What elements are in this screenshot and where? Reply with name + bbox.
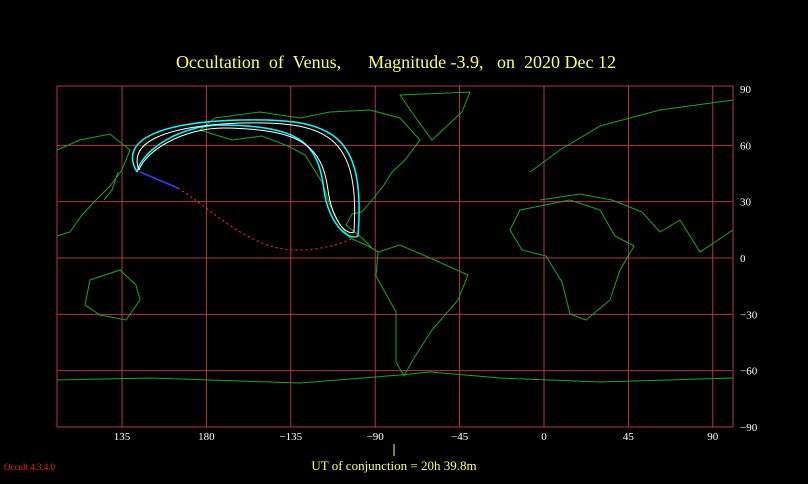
latitude-label: 30 [740, 197, 752, 209]
version-label: Occult 4.3.4.0 [4, 462, 55, 472]
conjunction-time: UT of conjunction = 20h 39.8m [311, 458, 476, 473]
latitude-label: −30 [740, 309, 758, 321]
japan [103, 171, 119, 201]
south-america [375, 244, 469, 378]
eurasia-east [529, 99, 734, 253]
limit-curve [131, 119, 360, 238]
australia [84, 269, 141, 321]
map-frame [56, 85, 734, 428]
latitude-label: 0 [740, 253, 746, 265]
longitude-label: −45 [451, 431, 469, 443]
below-horizon-track [177, 187, 361, 251]
center-curve [136, 122, 356, 234]
latitude-label: 90 [740, 84, 752, 96]
greenland [399, 91, 471, 141]
longitude-label: −135 [279, 431, 302, 443]
coastlines [56, 91, 734, 384]
graticule [57, 86, 733, 427]
occultation-track [131, 119, 361, 251]
longitude-label: 0 [541, 431, 547, 443]
axis-labels: 135 180 −135 −90 −45 0 45 90 90 60 30 0 −30 −60 −90 [114, 84, 758, 443]
latitude-label: 60 [740, 140, 752, 152]
longitude-label: 180 [198, 431, 215, 443]
eurasia-west [56, 133, 131, 237]
antarctica [56, 371, 734, 384]
latitude-label: −90 [740, 422, 758, 434]
latitude-label: −60 [740, 366, 758, 378]
daylight-segment [139, 171, 179, 189]
map-title: Occultation of Venus, Magnitude -3.9, on… [176, 52, 616, 72]
longitude-label: 135 [114, 431, 131, 443]
longitude-label: 90 [707, 431, 719, 443]
longitude-label: −90 [367, 431, 385, 443]
africa [509, 199, 635, 321]
longitude-label: 45 [623, 431, 635, 443]
north-america [198, 109, 421, 253]
